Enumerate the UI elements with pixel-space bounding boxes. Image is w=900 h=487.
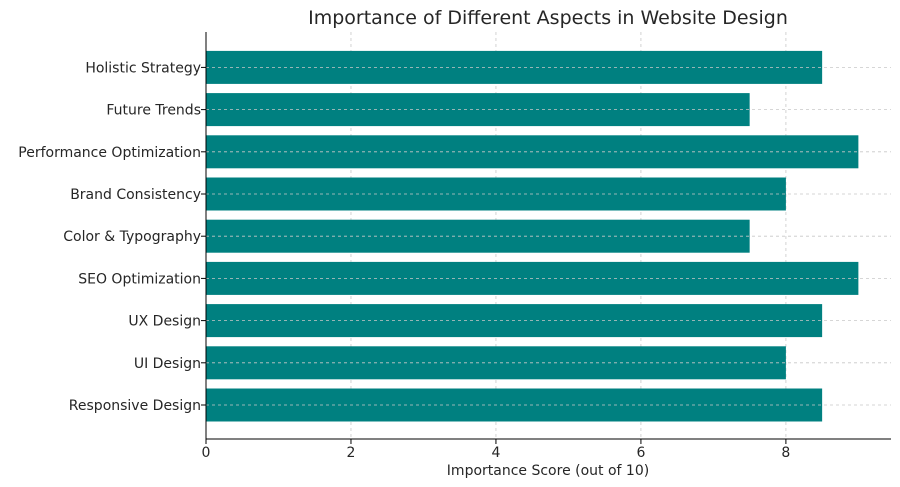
x-tick-label: 8	[781, 445, 790, 461]
y-tick-label: Performance Optimization	[18, 145, 201, 161]
x-tick-label: 0	[202, 445, 211, 461]
x-axis-label: Importance Score (out of 10)	[447, 463, 649, 479]
chart-title: Importance of Different Aspects in Websi…	[308, 7, 788, 29]
y-tick-label: SEO Optimization	[78, 271, 201, 287]
y-tick-label: Color & Typography	[63, 229, 201, 245]
x-tick-label: 6	[636, 445, 645, 461]
y-tick-label: Brand Consistency	[70, 187, 201, 203]
axes-layer: Responsive Design UI Design UX Design SEO O…	[18, 32, 891, 461]
y-tick-label: UI Design	[134, 356, 201, 372]
y-tick-label: Holistic Strategy	[85, 60, 201, 76]
x-tick-label: 2	[347, 445, 356, 461]
bars-layer	[206, 50, 891, 422]
y-tick-label: Responsive Design	[69, 398, 201, 414]
y-tick-label: UX Design	[128, 314, 201, 330]
x-tick-label: 4	[491, 445, 500, 461]
y-tick-label: Future Trends	[106, 103, 201, 119]
